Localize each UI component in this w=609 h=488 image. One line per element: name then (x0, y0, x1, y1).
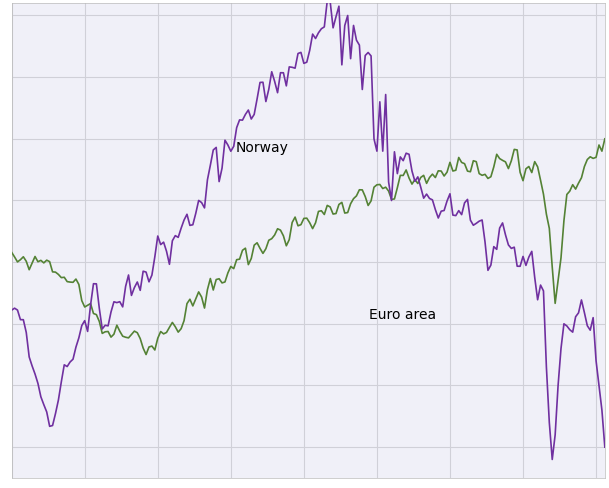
Text: Euro area: Euro area (369, 307, 437, 321)
Text: Norway: Norway (235, 141, 288, 155)
